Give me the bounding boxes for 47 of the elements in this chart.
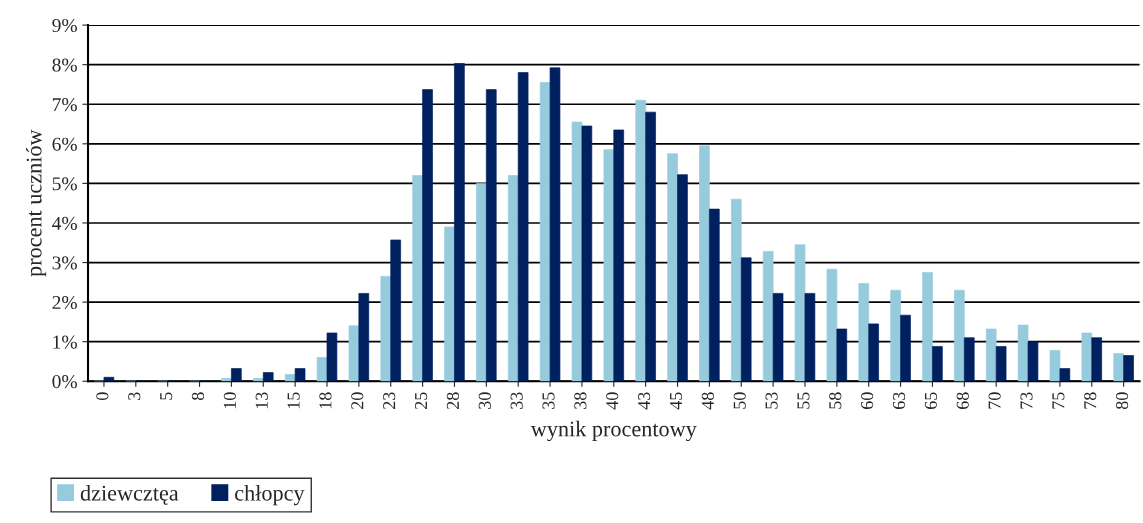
x-tick-label: 20	[351, 392, 364, 409]
x-tick-label: 45	[669, 392, 683, 410]
x-tick-label: 55	[797, 392, 810, 409]
y-tick-label: 2%	[52, 295, 77, 310]
y-tick-label: 0%	[52, 375, 77, 389]
x-tick-label: 58	[829, 392, 842, 409]
x-tick-label: 68	[956, 392, 969, 409]
x-tick-label: 35	[542, 392, 555, 409]
y-axis-title: procent uczniów	[25, 129, 47, 277]
x-tick-label: 28	[446, 392, 459, 409]
x-tick-label: 0	[96, 392, 109, 401]
y-tick-label: 1%	[53, 335, 77, 349]
y-tick-label: 9%	[52, 18, 77, 33]
x-tick-label: 80	[1115, 392, 1129, 410]
x-tick-label: 15	[287, 392, 300, 409]
x-tick-label: 3	[128, 392, 141, 400]
x-tick-label: 43	[638, 392, 651, 410]
x-tick-label: 75	[1052, 392, 1065, 409]
x-tick-label: 10	[223, 392, 236, 409]
y-tick-label: 7%	[52, 98, 77, 112]
x-tick-label: 65	[924, 392, 937, 409]
legend-label: chłopcy	[235, 485, 305, 506]
legend-label: dziewcztęa	[80, 485, 179, 505]
x-tick-label: 50	[733, 392, 746, 409]
x-tick-label: 25	[414, 392, 428, 409]
y-tick-label: 6%	[52, 137, 77, 151]
x-tick-label: 78	[1084, 392, 1097, 409]
x-tick-label: 30	[478, 392, 491, 409]
x-tick-label: 40	[606, 392, 619, 410]
x-tick-label: 13	[255, 392, 268, 409]
x-tick-label: 73	[1020, 392, 1033, 409]
x-tick-label: 60	[861, 392, 874, 409]
x-tick-label: 70	[988, 392, 1001, 409]
x-tick-label: 38	[574, 392, 587, 409]
x-tick-label: 8	[191, 392, 205, 401]
x-tick-label: 53	[765, 392, 778, 409]
x-tick-label: 18	[319, 392, 332, 409]
y-tick-label: 5%	[52, 177, 77, 191]
x-tick-label: 5	[160, 392, 173, 400]
y-tick-label: 8%	[52, 58, 77, 72]
x-tick-label: 33	[510, 392, 523, 409]
x-axis-title: wynik procentowy	[530, 420, 697, 442]
x-tick-label: 63	[892, 392, 906, 409]
x-tick-label: 48	[701, 392, 714, 410]
y-tick-label: 3%	[52, 256, 77, 270]
x-tick-label: 23	[383, 392, 396, 409]
y-tick-label: 4%	[52, 216, 77, 230]
